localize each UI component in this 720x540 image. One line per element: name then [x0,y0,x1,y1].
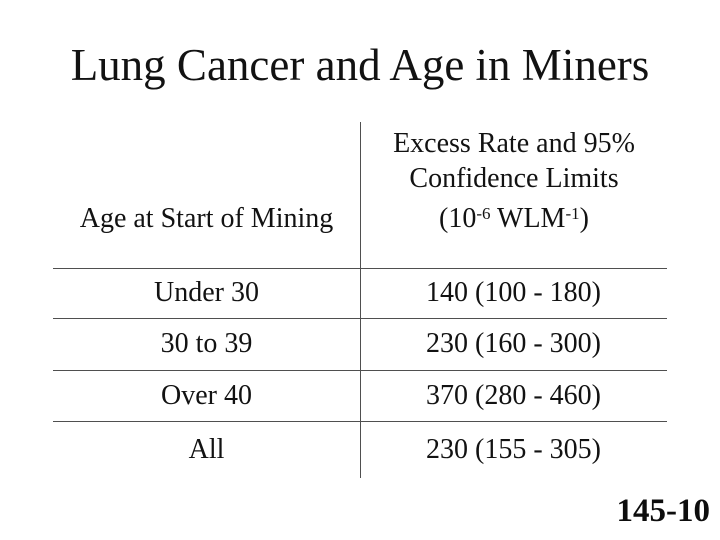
table-row: Under 30 140 (100 - 180) [53,268,667,318]
slide-number: 145-10 [616,493,711,529]
age-cell: All [188,433,225,465]
unit-close: ) [579,203,589,234]
column-header-age: Age at Start of Mining [79,203,334,234]
rate-cell: 230 (160 - 300) [426,328,601,359]
table-row: All 230 (155 - 305) [53,421,667,478]
table-row-rule [53,318,667,319]
header-line1: Excess Rate and 95% [393,128,635,159]
slide-title: Lung Cancer and Age in Miners [70,40,650,90]
unit-exponent: -1 [565,204,580,223]
table-row: Over 40 370 (280 - 460) [53,370,667,421]
table-column-divider [360,122,361,478]
rate-cell: 230 (155 - 305) [426,433,601,465]
age-cell: 30 to 39 [160,328,253,359]
rate-cell: 140 (100 - 180) [426,277,601,308]
table-row-rule [53,370,667,371]
rate-cell: 370 (280 - 460) [426,379,601,411]
column-header-excess-rate: Excess Rate and 95% Confidence Limits (1… [361,126,667,236]
data-table: Age at Start of Mining Excess Rate and 9… [53,122,667,478]
table-row-rule [53,421,667,422]
age-cell: Over 40 [161,379,252,411]
header-unit: (10-6 WLM-1) [439,203,589,234]
table-row: 30 to 39 230 (160 - 300) [53,318,667,370]
header-line2: Confidence Limits [409,163,619,194]
unit-exponent: -6 [476,204,491,223]
table-header-rule [53,268,667,269]
unit-mid: WLM [490,203,566,234]
unit-open: (10 [439,203,477,234]
age-cell: Under 30 [154,277,259,308]
